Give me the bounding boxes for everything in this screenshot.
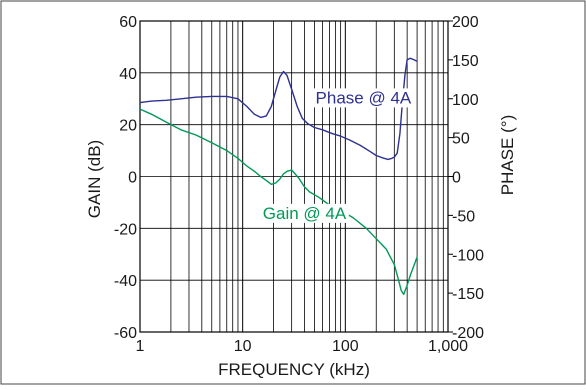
x-tick-label: 100: [332, 338, 359, 355]
annotation-background: [313, 88, 414, 108]
grid-lines: [140, 21, 448, 332]
right-tick-label: 100: [452, 92, 479, 109]
right-tick-label: 200: [452, 14, 479, 31]
left-tick-label: 40: [119, 66, 137, 83]
series-annotation-1: Gain @ 4A: [263, 204, 347, 223]
right-tick-label: -150: [452, 286, 484, 303]
x-tick-label: 10: [234, 338, 252, 355]
series-line-0: [139, 57, 418, 161]
series-line-1: [139, 108, 418, 296]
right-axis-ticks: 200 150 100 50 0 -50 -100 -150 -200: [448, 14, 484, 342]
right-tick-label: -50: [452, 208, 475, 225]
left-axis-ticks: 60 40 20 0 -20 -40 -60: [114, 14, 137, 342]
right-tick-label: -100: [452, 247, 484, 264]
right-tick-label: -200: [452, 325, 484, 342]
right-y-axis-label: PHASE (°): [498, 115, 517, 195]
right-tick-label: 150: [452, 53, 479, 70]
annotation-background: [260, 203, 349, 223]
x-axis-ticks: 1 10 100 1,000: [136, 338, 469, 355]
x-tick-label: 1: [136, 338, 145, 355]
left-tick-label: -40: [114, 273, 137, 290]
right-tick-label: 0: [452, 170, 461, 187]
left-tick-label: 60: [119, 14, 137, 31]
series-layer: [139, 57, 418, 296]
x-tick-label: 1,000: [428, 338, 468, 355]
right-tick-label: 50: [452, 131, 470, 148]
x-axis-label: FREQUENCY (kHz): [218, 360, 370, 379]
left-tick-label: -20: [114, 221, 137, 238]
left-tick-label: 0: [128, 170, 137, 187]
left-tick-label: -60: [114, 325, 137, 342]
left-y-axis-label: GAIN (dB): [85, 140, 104, 218]
series-annotation-0: Phase @ 4A: [316, 88, 412, 107]
annotation-layer: Phase @ 4A Gain @ 4A: [260, 88, 414, 223]
left-tick-label: 20: [119, 118, 137, 135]
